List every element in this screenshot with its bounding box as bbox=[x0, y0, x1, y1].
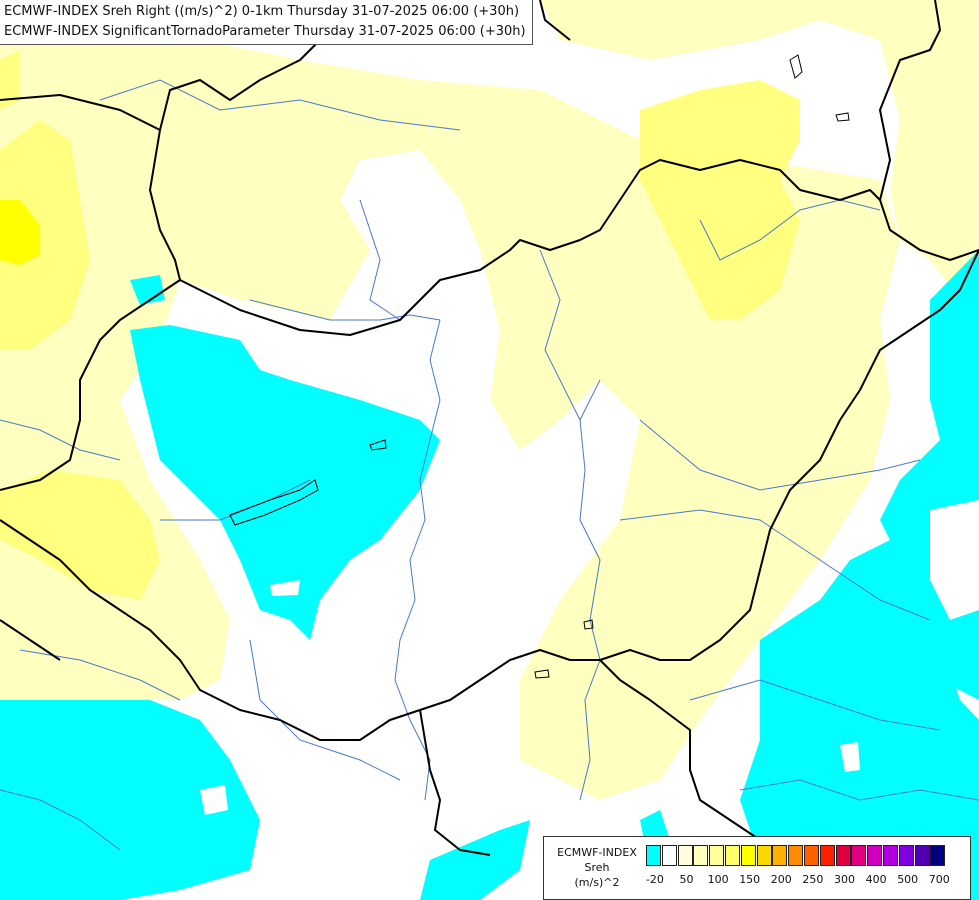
legend-swatch bbox=[851, 845, 867, 866]
legend: ECMWF-INDEX Sreh (m/s)^2 -20 50 100 150 200 2… bbox=[543, 836, 971, 900]
sreh-yellow-area bbox=[0, 50, 800, 600]
sreh-strong-area bbox=[0, 200, 40, 265]
legend-tick-label: 300 bbox=[834, 873, 855, 886]
legend-subtitle: Sreh bbox=[584, 861, 610, 874]
legend-swatch bbox=[930, 845, 946, 866]
legend-swatch bbox=[709, 845, 725, 866]
legend-swatch bbox=[819, 845, 835, 866]
legend-title: ECMWF-INDEX bbox=[557, 846, 637, 859]
sreh-cyan-area bbox=[0, 250, 979, 900]
legend-tick-label: 400 bbox=[865, 873, 887, 886]
rivers bbox=[0, 79, 979, 851]
legend-ticks: -20 50 100 150 200 250 300 400 500 700 bbox=[646, 873, 966, 889]
legend-swatch bbox=[772, 845, 788, 866]
lakes bbox=[229, 54, 850, 679]
legend-tick-label: 500 bbox=[897, 873, 919, 886]
legend-tick-label: 700 bbox=[928, 873, 950, 886]
legend-swatch bbox=[693, 845, 709, 866]
legend-swatch bbox=[914, 845, 930, 866]
map-title-line-2: ECMWF-INDEX SignificantTornadoParameter … bbox=[4, 24, 526, 39]
legend-unit: (m/s)^2 bbox=[574, 876, 620, 889]
legend-swatch bbox=[646, 845, 661, 866]
legend-tick-label: 100 bbox=[707, 873, 729, 886]
legend-swatch bbox=[898, 845, 914, 866]
legend-swatch bbox=[756, 845, 772, 866]
legend-tick-label: 150 bbox=[739, 873, 761, 886]
legend-swatch bbox=[835, 845, 851, 866]
legend-swatch bbox=[661, 845, 677, 866]
legend-swatch bbox=[867, 845, 883, 866]
legend-swatch bbox=[803, 845, 819, 866]
legend-swatch bbox=[724, 845, 740, 866]
legend-tick-label: -20 bbox=[645, 873, 664, 886]
legend-swatch bbox=[788, 845, 804, 866]
legend-swatch bbox=[740, 845, 756, 866]
map-title-line-1: ECMWF-INDEX Sreh Right ((m/s)^2) 0-1km T… bbox=[4, 4, 520, 19]
legend-tick-label: 200 bbox=[770, 873, 792, 886]
map-title-box: ECMWF-INDEX Sreh Right ((m/s)^2) 0-1km T… bbox=[0, 0, 533, 45]
sreh-white-holes bbox=[200, 500, 979, 815]
legend-swatches bbox=[646, 845, 946, 866]
legend-tick-label: 250 bbox=[802, 873, 824, 886]
country-borders bbox=[0, 0, 979, 856]
legend-swatch bbox=[677, 845, 693, 866]
legend-swatch bbox=[882, 845, 898, 866]
legend-tick-label: 50 bbox=[679, 873, 694, 886]
